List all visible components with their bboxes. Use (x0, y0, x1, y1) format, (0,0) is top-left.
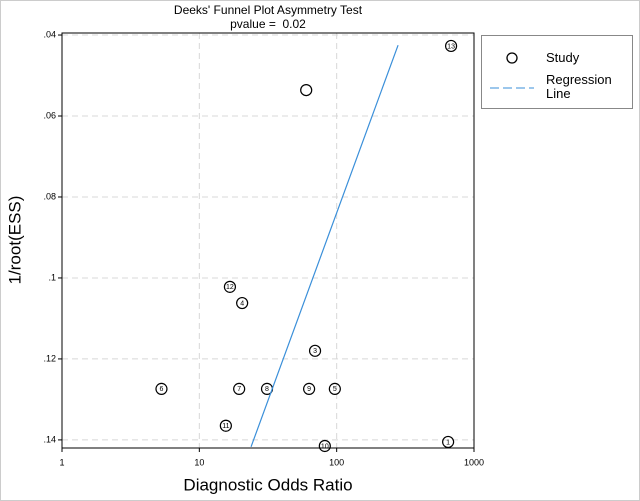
chart-subtitle: pvalue = 0.02 (230, 17, 306, 31)
point-label: 1 (446, 439, 450, 446)
chart-title: Deeks' Funnel Plot Asymmetry Test (174, 3, 363, 17)
point-label: 4 (240, 300, 244, 307)
y-tick-label: .08 (43, 191, 56, 201)
point-label: 13 (447, 43, 455, 50)
x-tick-label: 100 (329, 457, 344, 467)
y-tick-label: .14 (43, 434, 56, 444)
legend-label: Study (546, 50, 580, 65)
study-point (236, 296, 249, 310)
study-point (328, 382, 341, 395)
regression-line (250, 44, 399, 447)
study-point (219, 419, 232, 432)
legend-line-key (490, 87, 534, 89)
y-tick-label: .1 (48, 272, 56, 282)
point-label: 3 (313, 348, 317, 355)
point-label: 8 (265, 386, 269, 393)
study-point (303, 382, 316, 395)
y-tick-label: .06 (43, 110, 56, 120)
legend-marker (506, 52, 518, 64)
point-label: 9 (307, 386, 311, 393)
study-point (442, 435, 455, 449)
study-point (155, 382, 168, 395)
point-label: 10 (321, 443, 329, 450)
x-tick-label: 1 (59, 457, 64, 467)
point-label: 5 (333, 386, 337, 393)
study-point (308, 344, 322, 357)
point-label: 12 (226, 284, 234, 291)
point-label: 11 (222, 423, 229, 430)
y-tick-label: .04 (43, 29, 56, 39)
study-point (233, 382, 246, 395)
study-point (318, 439, 331, 453)
study-point (223, 280, 237, 293)
plot-frame (61, 32, 475, 449)
point-label: 6 (160, 386, 164, 393)
legend: Study Regression Line (481, 35, 633, 109)
study-point (300, 83, 313, 97)
y-tick-label: .12 (43, 353, 56, 363)
legend-keys (506, 52, 518, 64)
study-point (444, 39, 458, 53)
y-axis-label: 1/root(ESS) (5, 196, 24, 285)
x-tick-label: 1000 (464, 457, 484, 467)
legend-label: Regression Line (546, 72, 612, 101)
x-tick-label: 10 (194, 457, 204, 467)
x-axis-label: Diagnostic Odds Ratio (183, 475, 352, 494)
point-label: 7 (237, 386, 241, 393)
